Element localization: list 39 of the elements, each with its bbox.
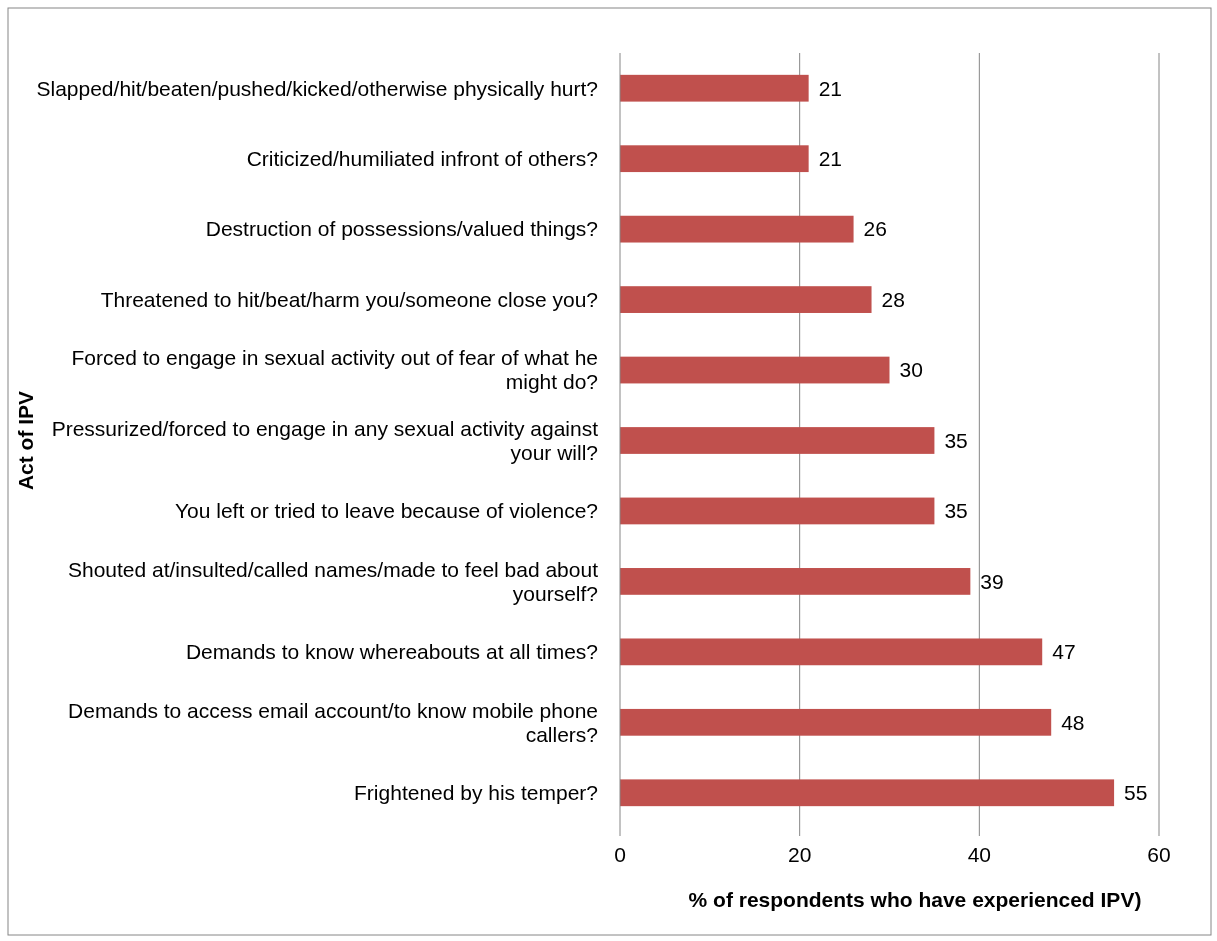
y-axis-title: Act of IPV — [14, 390, 37, 491]
data-label: 28 — [881, 287, 905, 311]
data-label: 47 — [1052, 640, 1076, 664]
bar — [620, 638, 1043, 666]
bar — [620, 356, 890, 384]
data-label: 48 — [1061, 710, 1085, 734]
data-label: 35 — [944, 499, 968, 523]
bar — [620, 145, 809, 173]
data-label: 21 — [818, 76, 843, 100]
bar — [620, 286, 872, 313]
y-tick-label: Threatened to hit/beat/harm you/someone close you? — [100, 287, 598, 311]
bar — [620, 74, 809, 102]
data-label: 39 — [980, 569, 1004, 593]
x-axis-title: % of respondents who have experienced IPV) — [688, 888, 1142, 911]
data-label: 55 — [1124, 781, 1148, 805]
data-label: 21 — [818, 147, 843, 171]
y-tick-label: Forced to engage in sexual activity out of fear of what he might do? — [71, 346, 598, 394]
y-tick-label: Frightened by his temper? — [354, 781, 598, 805]
y-tick-label: Criticized/humiliated infront of others? — [246, 147, 598, 171]
y-tick-label: Demands to know whereabouts at all times? — [185, 640, 598, 664]
x-tick-label: 0 — [614, 843, 626, 866]
y-tick-label: Pressurized/forced to engage in any sexual activity against your will? — [51, 416, 599, 464]
y-tick-label: Destruction of possessions/valued things? — [205, 217, 598, 241]
y-tick-label: You left or tried to leave because of violence? — [174, 499, 598, 523]
x-tick-label: 60 — [1147, 843, 1171, 866]
bar — [620, 497, 935, 525]
data-label: 30 — [899, 358, 923, 382]
y-tick-label: Demands to access email account/to know mobile phone callers? — [68, 698, 598, 746]
x-tick-label: 40 — [967, 843, 992, 866]
bar — [620, 568, 971, 595]
y-tick-label: Shouted at/insulted/called names/made to feel bad about yourself? — [67, 557, 599, 605]
bar — [620, 779, 1115, 807]
data-label: 35 — [944, 428, 968, 452]
y-tick-label: Slapped/hit/beaten/pushed/kicked/otherwise physically hurt? — [36, 76, 598, 100]
bar — [620, 215, 854, 243]
bar — [620, 708, 1052, 736]
data-label: 26 — [863, 217, 887, 241]
bar — [620, 427, 935, 454]
x-tick-label: 20 — [787, 843, 812, 866]
